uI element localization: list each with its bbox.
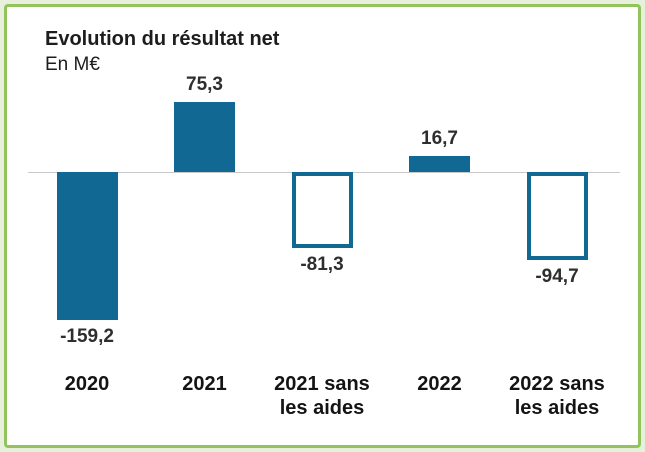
category-label-2021-sans-les-aides: 2021 sans les aides [274, 373, 370, 419]
bar-2021 [174, 101, 235, 172]
bar-2020 [56, 172, 118, 321]
chart-frame: Evolution du résultat net En M€ -159,2 20… [4, 4, 641, 448]
value-label-2021: 75,3 [186, 73, 223, 95]
category-label-2022: 2022 [417, 373, 462, 395]
value-label-2022-sans-les-aides: -94,7 [535, 266, 579, 288]
bar-2022 [409, 156, 470, 172]
chart-title: Evolution du résultat net [45, 28, 280, 50]
category-label-2020: 2020 [64, 373, 110, 395]
value-label-2022: 16,7 [421, 128, 458, 150]
category-label-2022-sans-les-aides: 2022 sans les aides [509, 373, 605, 419]
value-label-2021-sans-les-aides: -81,3 [300, 253, 344, 275]
bar-2022-sans-les-aides [526, 172, 588, 261]
plot-area: Evolution du résultat net En M€ -159,2 20… [7, 7, 638, 445]
value-label-2020: -159,2 [60, 326, 114, 348]
bar-2021-sans-les-aides [291, 172, 353, 248]
category-label-2021: 2021 [182, 373, 227, 395]
chart-subtitle: En M€ [45, 54, 100, 75]
